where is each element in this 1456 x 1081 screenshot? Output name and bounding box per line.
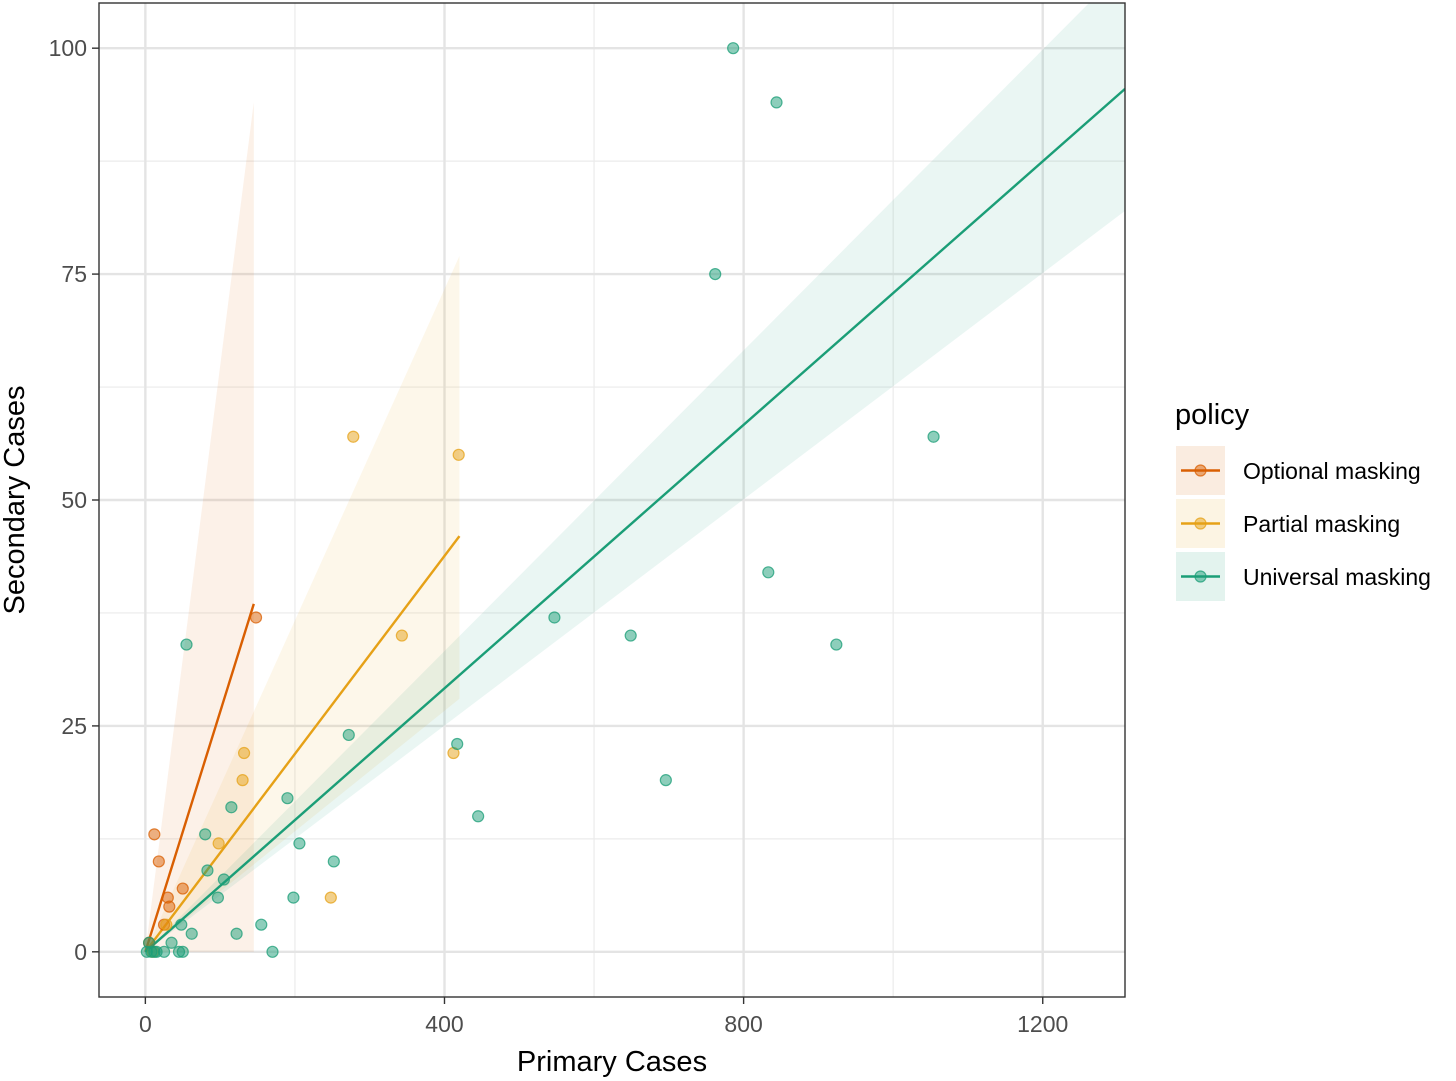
x-axis-label: Primary Cases <box>517 1046 707 1078</box>
point-universal-masking <box>281 792 294 805</box>
legend-key-point <box>1194 464 1207 477</box>
ribbon-partial-masking <box>145 256 460 952</box>
point-universal-masking <box>217 873 230 886</box>
point-optional-masking <box>152 855 165 868</box>
x-tick-label: 0 <box>139 1011 152 1037</box>
legend-key-point <box>1194 517 1207 530</box>
point-universal-masking <box>199 828 212 841</box>
point-universal-masking <box>548 611 561 624</box>
point-universal-masking <box>451 737 464 751</box>
confidence-ribbons <box>145 3 1125 952</box>
point-optional-masking <box>148 828 161 841</box>
point-universal-masking <box>157 945 171 958</box>
point-partial-masking <box>347 430 360 443</box>
y-tick-label: 100 <box>49 35 87 61</box>
point-universal-masking <box>176 945 189 958</box>
legend: policy Optional masking Partial masking Un… <box>1175 399 1431 601</box>
point-universal-masking <box>165 936 178 949</box>
y-tick-label: 50 <box>61 487 87 513</box>
data-points <box>140 42 940 958</box>
point-universal-masking <box>255 918 268 931</box>
point-partial-masking <box>324 891 337 904</box>
x-axis: 0 400 800 1200 <box>139 997 1068 1037</box>
point-universal-masking <box>180 638 193 651</box>
point-universal-masking <box>201 864 214 877</box>
point-universal-masking <box>230 927 243 940</box>
point-universal-masking <box>659 774 672 787</box>
legend-item-optional-masking: Optional masking <box>1176 446 1421 495</box>
point-universal-masking <box>770 96 783 109</box>
point-universal-masking <box>185 927 198 940</box>
point-universal-masking <box>762 566 775 579</box>
y-axis-label: Secondary Cases <box>0 386 31 615</box>
major-gridlines <box>99 3 1125 997</box>
point-optional-masking <box>163 900 176 913</box>
point-universal-masking <box>342 728 355 742</box>
fit-line-universal-masking <box>144 87 1125 953</box>
point-optional-masking <box>249 611 263 624</box>
point-universal-masking <box>287 891 300 904</box>
point-universal-masking <box>709 267 722 281</box>
legend-item-partial-masking: Partial masking <box>1176 499 1400 548</box>
y-tick-label: 25 <box>61 713 87 739</box>
y-tick-label: 0 <box>74 939 87 965</box>
x-tick-label: 400 <box>425 1011 463 1037</box>
ribbon-universal-masking <box>145 3 1125 952</box>
point-universal-masking <box>624 629 637 642</box>
point-partial-masking <box>212 837 225 850</box>
point-optional-masking <box>176 882 189 895</box>
point-universal-masking <box>472 810 485 823</box>
point-universal-masking <box>211 891 225 904</box>
x-tick-label: 800 <box>724 1011 762 1037</box>
point-universal-masking <box>175 918 188 931</box>
y-tick-label: 75 <box>61 261 87 287</box>
legend-label: Partial masking <box>1243 511 1400 537</box>
point-universal-masking <box>727 42 740 55</box>
point-universal-masking <box>225 801 238 814</box>
point-partial-masking <box>395 629 408 642</box>
point-universal-masking <box>830 638 843 651</box>
point-universal-masking <box>266 945 279 958</box>
legend-label: Optional masking <box>1243 458 1421 484</box>
x-tick-label: 1200 <box>1017 1011 1068 1037</box>
legend-title: policy <box>1175 399 1250 431</box>
point-partial-masking <box>452 448 465 461</box>
y-axis: 0 25 50 75 100 <box>49 35 99 965</box>
point-partial-masking <box>236 774 249 787</box>
legend-item-universal-masking: Universal masking <box>1176 552 1431 601</box>
point-partial-masking <box>160 918 173 931</box>
fit-line-partial-masking <box>144 535 461 953</box>
legend-key-point <box>1194 570 1207 583</box>
point-partial-masking <box>237 746 251 760</box>
point-universal-masking <box>293 837 306 850</box>
legend-label: Universal masking <box>1243 564 1431 590</box>
ribbon-optional-masking <box>145 102 254 952</box>
point-universal-masking <box>327 855 340 868</box>
point-universal-masking <box>927 430 940 443</box>
